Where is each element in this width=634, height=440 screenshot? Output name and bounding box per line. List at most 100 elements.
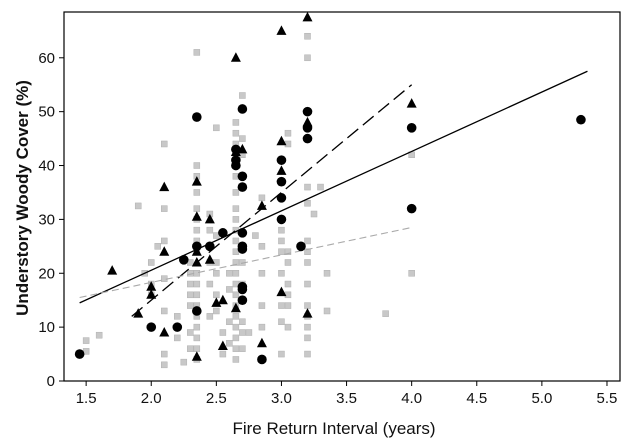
- triangle-point: [211, 297, 222, 307]
- square-point: [304, 32, 311, 40]
- circle-point: [205, 241, 215, 252]
- square-point: [226, 286, 233, 293]
- square-point: [232, 205, 240, 212]
- triangle-point: [204, 254, 215, 264]
- x-tick-label: 2.0: [141, 390, 162, 407]
- triangle-point: [276, 135, 287, 146]
- triangle-point: [302, 11, 313, 22]
- triangle-points: [107, 11, 417, 361]
- triangle-point: [204, 213, 215, 224]
- square-point: [284, 291, 292, 299]
- circle-point: [302, 106, 313, 117]
- square-point: [193, 270, 201, 277]
- circle-point: [237, 244, 248, 254]
- triangle-point: [302, 116, 313, 127]
- triangle-point: [159, 246, 170, 256]
- square-point: [232, 291, 240, 299]
- circle-point: [296, 241, 306, 252]
- square-point: [193, 49, 201, 56]
- square-point: [304, 183, 311, 191]
- circle-point: [231, 160, 241, 171]
- square-point: [284, 129, 292, 137]
- y-tick-label: 60: [38, 50, 55, 67]
- triangle-point: [256, 200, 267, 210]
- square-point: [278, 318, 285, 325]
- square-point: [232, 313, 240, 320]
- square-point: [304, 280, 311, 288]
- square-point: [304, 302, 311, 309]
- triangle-point: [159, 181, 170, 192]
- triangle-point: [276, 286, 287, 297]
- square-point: [187, 291, 194, 299]
- square-point: [245, 329, 253, 336]
- circle-point: [237, 284, 248, 295]
- square-point: [226, 270, 233, 277]
- y-tick-label: 0: [47, 373, 55, 390]
- circle-point: [178, 254, 189, 265]
- square-point: [213, 307, 220, 315]
- circle-point: [276, 176, 287, 187]
- square-point: [284, 259, 292, 266]
- circle-point: [257, 354, 267, 365]
- square-point: [284, 140, 292, 148]
- square-point: [304, 237, 311, 245]
- square-point: [161, 237, 168, 245]
- circle-point: [276, 214, 287, 225]
- square-point: [187, 345, 194, 352]
- square-point: [213, 291, 220, 299]
- square-point: [232, 345, 240, 352]
- square-point: [232, 334, 240, 342]
- triangle-point: [230, 302, 241, 313]
- circle-point: [237, 104, 248, 114]
- y-tick-label: 40: [38, 158, 55, 175]
- square-point: [219, 329, 227, 336]
- square-point: [323, 270, 331, 277]
- square-point: [258, 323, 266, 331]
- square-point: [206, 226, 214, 234]
- triangle-point: [191, 351, 202, 361]
- triangle-point: [217, 294, 228, 305]
- x-tick-label: 3.5: [336, 390, 357, 407]
- square-point: [193, 205, 201, 212]
- square-point: [284, 323, 292, 331]
- square-point: [187, 329, 194, 336]
- triangle-point: [191, 246, 202, 256]
- x-tick-label: 3.0: [271, 390, 292, 407]
- square-point: [382, 310, 389, 317]
- square-point: [317, 183, 324, 191]
- circle-point: [276, 193, 287, 203]
- solid-trend-line: [79, 70, 588, 304]
- square-point: [95, 331, 103, 339]
- square-point: [161, 140, 168, 148]
- square-point: [193, 345, 201, 352]
- circle-point: [302, 133, 313, 144]
- square-point: [258, 243, 266, 250]
- circle-point: [576, 114, 586, 125]
- circle-point: [192, 306, 202, 316]
- square-point: [408, 270, 415, 277]
- triangle-point: [302, 308, 313, 318]
- square-point: [147, 259, 155, 266]
- circle-point: [192, 112, 202, 122]
- x-tick-label: 5.0: [531, 390, 552, 407]
- square-point: [278, 226, 285, 234]
- square-point: [193, 334, 201, 342]
- y-tick-label: 30: [38, 211, 55, 228]
- square-point: [161, 205, 168, 212]
- circle-point: [276, 155, 287, 165]
- triangle-point: [159, 327, 170, 337]
- x-axis-label: Fire Return Interval (years): [232, 419, 435, 438]
- triangle-point: [191, 176, 202, 186]
- square-point: [304, 323, 311, 331]
- square-point: [252, 232, 259, 239]
- triangle-point: [230, 146, 241, 157]
- long-dash-trend-line: [131, 84, 413, 317]
- y-tick-label: 50: [38, 104, 55, 121]
- square-point: [232, 323, 240, 331]
- square-point: [278, 302, 285, 309]
- triangle-point: [146, 281, 157, 291]
- square-point: [278, 248, 285, 255]
- y-tick-label: 10: [38, 319, 55, 336]
- triangle-point: [107, 265, 118, 275]
